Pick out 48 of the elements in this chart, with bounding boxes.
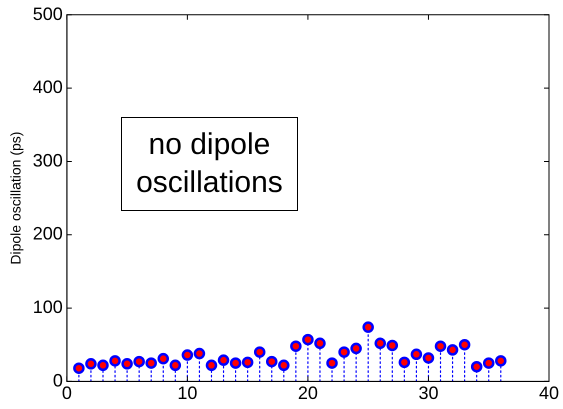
point — [133, 356, 145, 368]
point — [109, 355, 121, 367]
x-tick-label: 40 — [538, 383, 560, 404]
point — [242, 356, 254, 368]
point — [230, 357, 242, 369]
point — [121, 358, 133, 370]
point — [374, 338, 386, 350]
point — [290, 340, 302, 352]
y-axis-title: Dipole oscillation (ps) — [7, 132, 24, 265]
point — [350, 342, 362, 354]
point — [206, 360, 218, 372]
point — [482, 357, 494, 369]
y-tick-label: 400 — [32, 77, 63, 98]
point — [73, 362, 85, 374]
point — [422, 352, 434, 364]
point — [145, 357, 157, 369]
point — [254, 346, 266, 358]
point — [266, 356, 278, 368]
x-tick-label: 20 — [298, 383, 318, 404]
y-tick-label: 500 — [32, 4, 63, 24]
point — [470, 360, 482, 372]
point — [434, 340, 446, 352]
point — [386, 340, 398, 352]
point — [194, 348, 206, 360]
point — [314, 338, 326, 350]
point — [85, 358, 97, 370]
point — [495, 355, 507, 367]
point — [458, 338, 470, 350]
point — [218, 354, 230, 366]
point — [398, 356, 410, 368]
point — [97, 360, 109, 372]
y-tick-label: 100 — [32, 297, 63, 318]
point — [410, 348, 422, 360]
point — [446, 344, 458, 356]
point — [170, 360, 182, 372]
point — [338, 346, 350, 358]
point — [362, 321, 374, 333]
x-tick-label: 30 — [418, 383, 438, 404]
annotation: no dipole oscillations — [121, 117, 298, 212]
y-tick-label: 200 — [32, 224, 63, 244]
y-tick-label: 0 — [52, 370, 63, 390]
point — [326, 357, 338, 369]
point — [302, 334, 314, 346]
point — [278, 360, 290, 372]
point — [182, 349, 194, 361]
y-tick-label: 300 — [32, 150, 63, 170]
x-tick-label: 10 — [177, 383, 198, 404]
point — [158, 352, 170, 364]
